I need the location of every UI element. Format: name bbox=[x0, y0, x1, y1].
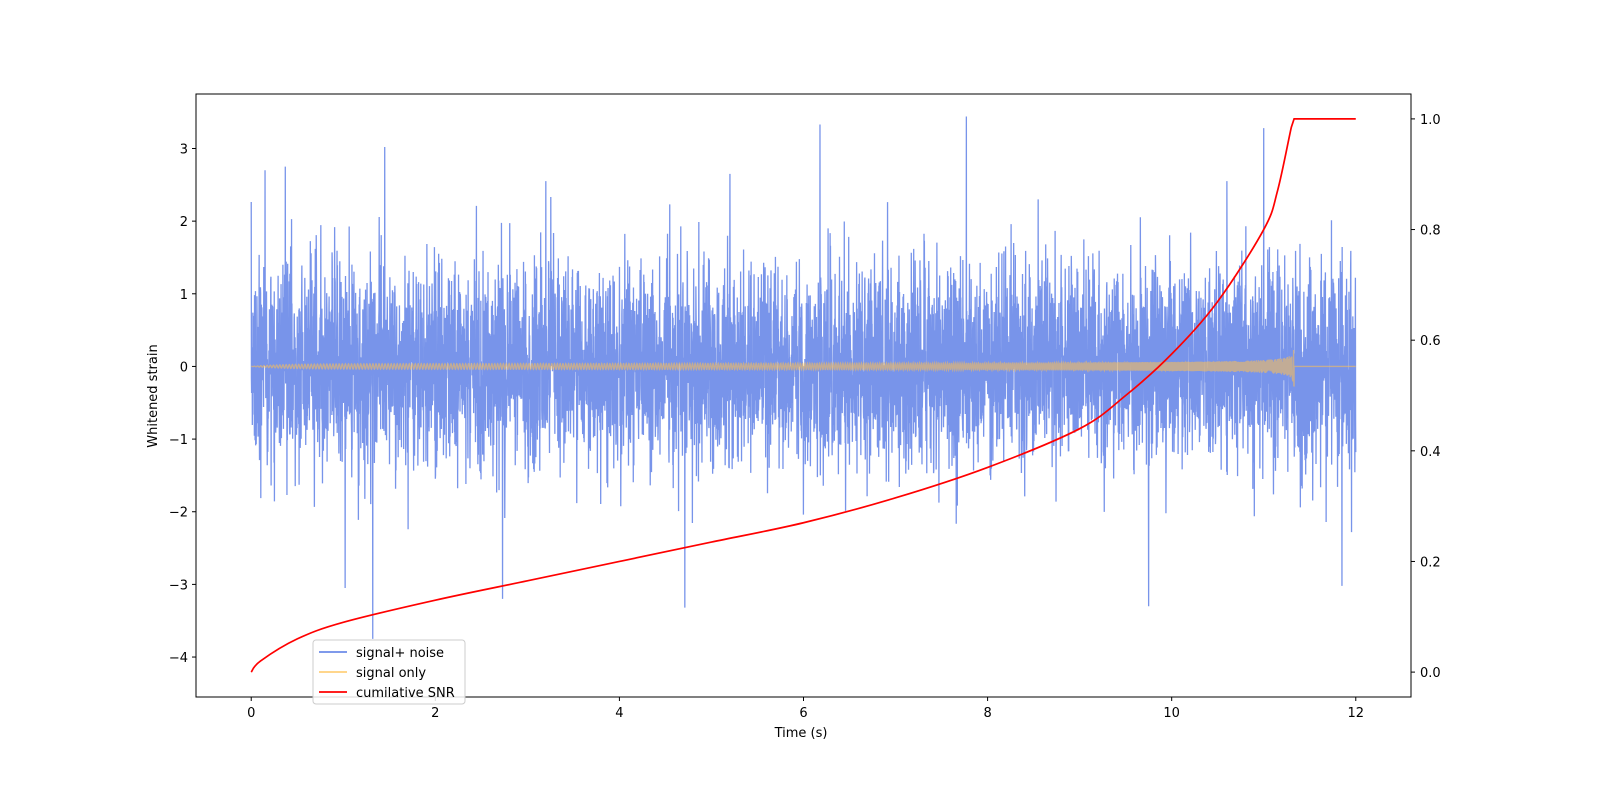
x-tick-label: 0 bbox=[247, 706, 255, 721]
legend-box bbox=[312, 639, 466, 705]
legend: signal+ noise signal only cumilative SNR bbox=[312, 639, 466, 705]
legend-label: cumilative SNR bbox=[356, 686, 455, 701]
legend-label: signal only bbox=[356, 666, 426, 681]
series-signal-plus-noise bbox=[250, 116, 1357, 639]
series-cumulative-snr bbox=[250, 118, 1356, 673]
y2-tick-label: 0.6 bbox=[1420, 334, 1441, 349]
y-axis-label: Whitened strain bbox=[146, 344, 161, 447]
y2-tick-label: 0.8 bbox=[1420, 224, 1441, 239]
x-axis-label: Time (s) bbox=[774, 726, 828, 741]
y-tick-label: 1 bbox=[180, 288, 188, 303]
x-tick-label: 6 bbox=[799, 706, 807, 721]
y2-tick-label: 0.4 bbox=[1420, 445, 1441, 460]
legend-label: signal+ noise bbox=[356, 646, 444, 661]
plot-area bbox=[250, 116, 1357, 673]
y-axis-right: 0.0 0.2 0.4 0.6 0.8 1.0 bbox=[1411, 113, 1441, 681]
y-tick-label: −1 bbox=[169, 433, 188, 448]
series-signal-only bbox=[251, 349, 1356, 387]
x-tick-label: 10 bbox=[1163, 706, 1180, 721]
y-tick-label: 0 bbox=[180, 360, 188, 375]
x-tick-label: 2 bbox=[431, 706, 439, 721]
y2-tick-label: 0.0 bbox=[1420, 666, 1441, 681]
y-tick-label: 2 bbox=[180, 215, 188, 230]
y-tick-label: 3 bbox=[180, 142, 188, 157]
y-axis-left: −4 −3 −2 −1 0 1 2 3 bbox=[169, 142, 196, 666]
y-tick-label: −2 bbox=[169, 506, 188, 521]
x-tick-label: 12 bbox=[1347, 706, 1364, 721]
x-tick-label: 4 bbox=[615, 706, 623, 721]
y-tick-label: −4 bbox=[169, 651, 188, 666]
x-tick-label: 8 bbox=[983, 706, 991, 721]
y-tick-label: −3 bbox=[169, 578, 188, 593]
y2-tick-label: 1.0 bbox=[1420, 113, 1441, 128]
y2-tick-label: 0.2 bbox=[1420, 555, 1441, 570]
